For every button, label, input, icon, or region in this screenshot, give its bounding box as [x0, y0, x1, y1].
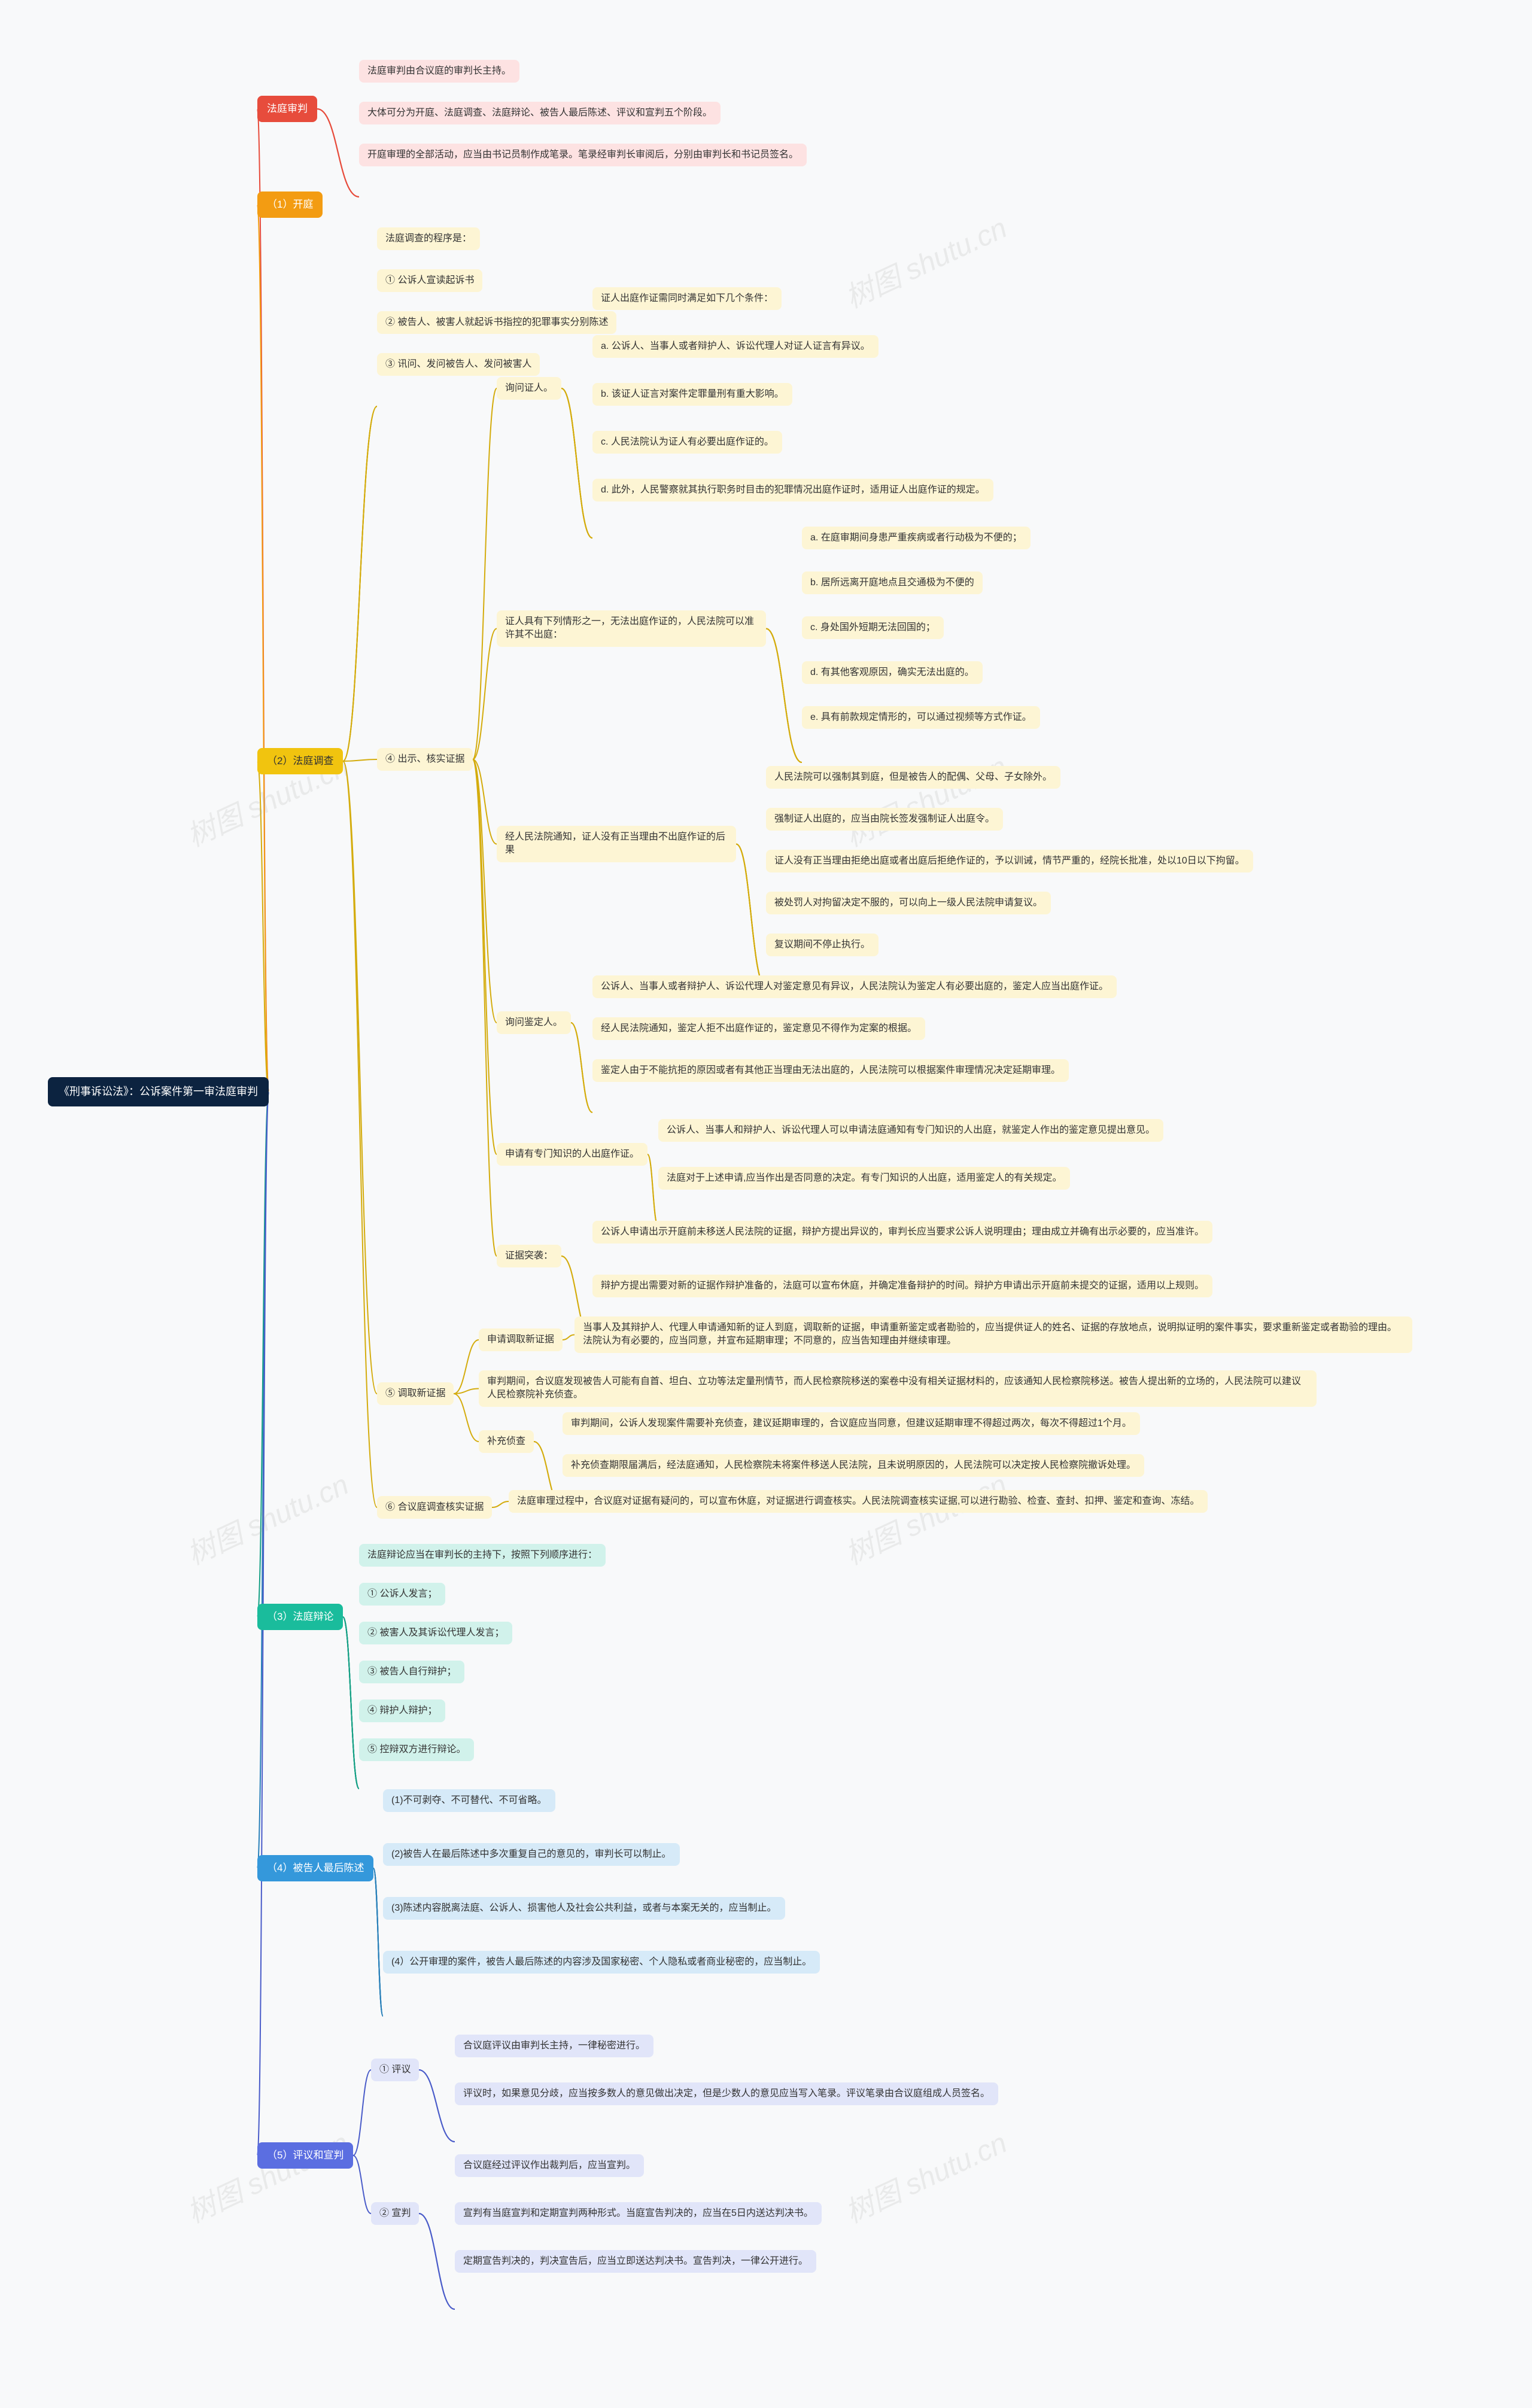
- child: 证人具有下列情形之一，无法出庭作证的，人民法院可以准许其不出庭：: [497, 610, 766, 647]
- child: ④ 出示、核实证据: [377, 748, 473, 771]
- leaf: c. 人民法院认为证人有必要出庭作证的。: [592, 431, 782, 454]
- child: 申请有专门知识的人出庭作证。: [497, 1143, 648, 1166]
- leaf: 法庭对于上述申请,应当作出是否同意的决定。有专门知识的人出庭，适用鉴定人的有关规…: [658, 1167, 1070, 1190]
- leaf: 人民法院可以强制其到庭，但是被告人的配偶、父母、子女除外。: [766, 766, 1060, 789]
- leaf: b. 居所远离开庭地点且交通极为不便的: [802, 571, 983, 594]
- child: ⑤ 调取新证据: [377, 1382, 454, 1405]
- child: ② 被害人及其诉讼代理人发言；: [359, 1622, 512, 1644]
- child: (2)被告人在最后陈述中多次重复自己的意见的，审判长可以制止。: [383, 1843, 680, 1866]
- leaf: 合议庭经过评议作出裁判后，应当宣判。: [455, 2154, 644, 2177]
- leaf: 证人出庭作证需同时满足如下几个条件：: [592, 287, 782, 310]
- watermark: 树图 shutu.cn: [837, 2120, 1013, 2231]
- child: ③ 被告人自行辩护；: [359, 1661, 464, 1683]
- leaf: 经人民法院通知，鉴定人拒不出庭作证的，鉴定意见不得作为定案的根据。: [592, 1017, 925, 1040]
- child: 申请调取新证据: [479, 1328, 563, 1351]
- watermark: 树图 shutu.cn: [837, 205, 1013, 316]
- child: 询问证人。: [497, 377, 561, 400]
- leaf: 被处罚人对拘留决定不服的，可以向上一级人民法院申请复议。: [766, 892, 1051, 914]
- leaf: a. 在庭审期间身患严重疾病或者行动极为不便的；: [802, 527, 1031, 549]
- child: 询问鉴定人。: [497, 1011, 571, 1034]
- leaf: 公诉人、当事人和辩护人、诉讼代理人可以申请法庭通知有专门知识的人出庭，就鉴定人作…: [658, 1119, 1163, 1142]
- child: ④ 辩护人辩护；: [359, 1699, 445, 1722]
- leaf: a. 公诉人、当事人或者辩护人、诉讼代理人对证人证言有异议。: [592, 335, 879, 358]
- leaf: 复议期间不停止执行。: [766, 934, 879, 956]
- leaf: 审判期间，合议庭发现被告人可能有自首、坦白、立功等法定量刑情节，而人民检察院移送…: [479, 1370, 1317, 1407]
- child: ② 被告人、被害人就起诉书指控的犯罪事实分别陈述: [377, 311, 616, 334]
- leaf: 宣判有当庭宣判和定期宣判两种形式。当庭宣告判决的，应当在5日内送达判决书。: [455, 2202, 822, 2225]
- section-s1: （1）开庭: [257, 191, 323, 218]
- leaf: 强制证人出庭的，应当由院长签发强制证人出庭令。: [766, 808, 1003, 831]
- watermark: 树图 shutu.cn: [837, 743, 1013, 855]
- child: ⑥ 合议庭调查核实证据: [377, 1496, 492, 1519]
- leaf: 辩护方提出需要对新的证据作辩护准备的，法庭可以宣布休庭，并确定准备辩护的时间。辩…: [592, 1275, 1212, 1297]
- leaf: 公诉人、当事人或者辩护人、诉讼代理人对鉴定意见有异议，人民法院认为鉴定人有必要出…: [592, 975, 1117, 998]
- watermark: 树图 shutu.cn: [837, 1461, 1013, 1573]
- leaf: 当事人及其辩护人、代理人申请通知新的证人到庭，调取新的证据，申请重新鉴定或者勘验…: [574, 1317, 1412, 1353]
- child: 经人民法院通知，证人没有正当理由不出庭作证的后果: [497, 826, 736, 862]
- child: 大体可分为开庭、法庭调查、法庭辩论、被告人最后陈述、评议和宣判五个阶段。: [359, 102, 721, 124]
- child: 开庭审理的全部活动，应当由书记员制作成笔录。笔录经审判长审阅后，分别由审判长和书…: [359, 144, 807, 166]
- child: ① 公诉人发言；: [359, 1583, 445, 1606]
- root-node: 《刑事诉讼法》：公诉案件第一审法庭审判: [48, 1077, 269, 1106]
- section-s5: （5）评议和宣判: [257, 2142, 353, 2169]
- watermark: 树图 shutu.cn: [179, 1461, 354, 1573]
- child: 证据突袭：: [497, 1245, 561, 1267]
- watermark: 树图 shutu.cn: [179, 2120, 354, 2231]
- child: (1)不可剥夺、不可替代、不可省略。: [383, 1789, 555, 1812]
- leaf: 审判期间，公诉人发现案件需要补充侦查，建议延期审理的，合议庭应当同意，但建议延期…: [563, 1412, 1140, 1435]
- child: 法庭审判由合议庭的审判长主持。: [359, 60, 519, 83]
- leaf: 公诉人申请出示开庭前未移送人民法院的证据，辩护方提出异议的，审判长应当要求公诉人…: [592, 1221, 1212, 1243]
- leaf: e. 具有前款规定情形的，可以通过视频等方式作证。: [802, 706, 1040, 729]
- section-s4: （4）被告人最后陈述: [257, 1855, 373, 1881]
- child: 补充侦查: [479, 1430, 534, 1453]
- leaf: 鉴定人由于不能抗拒的原因或者有其他正当理由无法出庭的，人民法院可以根据案件审理情…: [592, 1059, 1069, 1082]
- child: ③ 讯问、发问被告人、发问被害人: [377, 353, 540, 376]
- section-s0: 法庭审判: [257, 96, 317, 122]
- child: ② 宣判: [371, 2202, 419, 2225]
- leaf: c. 身处国外短期无法回国的；: [802, 616, 944, 639]
- child: (4）公开审理的案件，被告人最后陈述的内容涉及国家秘密、个人隐私或者商业秘密的，…: [383, 1951, 820, 1974]
- leaf: 定期宣告判决的，判决宣告后，应当立即送达判决书。宣告判决，一律公开进行。: [455, 2250, 816, 2273]
- section-s3: （3）法庭辩论: [257, 1604, 343, 1630]
- child: 法庭调查的程序是：: [377, 227, 480, 250]
- leaf: 补充侦查期限届满后，经法庭通知，人民检察院未将案件移送人民法院，且未说明原因的，…: [563, 1454, 1144, 1477]
- child: 法庭辩论应当在审判长的主持下，按照下列顺序进行：: [359, 1544, 606, 1567]
- child: ⑤ 控辩双方进行辩论。: [359, 1738, 474, 1761]
- leaf: b. 该证人证言对案件定罪量刑有重大影响。: [592, 383, 792, 406]
- section-s2: （2）法庭调查: [257, 748, 343, 774]
- child: (3)陈述内容脱离法庭、公诉人、损害他人及社会公共利益，或者与本案无关的，应当制…: [383, 1897, 785, 1920]
- leaf: 证人没有正当理由拒绝出庭或者出庭后拒绝作证的，予以训诫，情节严重的，经院长批准，…: [766, 850, 1253, 872]
- leaf: d. 有其他客观原因，确实无法出庭的。: [802, 661, 983, 684]
- leaf: d. 此外，人民警察就其执行职务时目击的犯罪情况出庭作证时，适用证人出庭作证的规…: [592, 479, 993, 501]
- leaf: 评议时，如果意见分歧，应当按多数人的意见做出决定，但是少数人的意见应当写入笔录。…: [455, 2082, 998, 2105]
- child: ① 公诉人宣读起诉书: [377, 269, 482, 292]
- leaf: 法庭审理过程中，合议庭对证据有疑问的，可以宣布休庭，对证据进行调查核实。人民法院…: [509, 1490, 1208, 1513]
- child: ① 评议: [371, 2059, 419, 2081]
- leaf: 合议庭评议由审判长主持，一律秘密进行。: [455, 2035, 653, 2057]
